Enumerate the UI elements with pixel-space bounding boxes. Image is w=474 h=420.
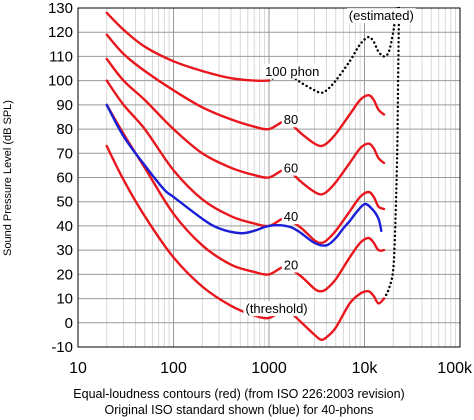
contour-label-bg [281,160,301,176]
series-line-estimated [267,6,399,94]
x-tick-label: 10 [69,360,87,377]
y-tick-label: 20 [56,266,73,283]
y-tick-label: 130 [48,0,73,17]
contour-lines [105,6,401,341]
y-tick-label: 90 [56,97,73,114]
y-tick-label: 60 [56,170,73,187]
y-tick-label: 40 [56,218,73,235]
contour-annotations: (estimated) 100 phon 80 60 40 20 (threshold) [243,8,416,317]
x-tick-label: 1000 [251,360,287,377]
caption-line-2: Original ISO standard shown (blue) for 4… [105,403,374,417]
series-line-iso2003 [105,144,386,341]
contour-label: 80 [284,112,298,127]
series-line-iso2003 [105,33,386,148]
contour-label: (threshold) [245,301,307,316]
y-tick-label: 110 [49,48,73,65]
y-tick-label: 50 [56,194,73,211]
x-tick-labels: 10 100 1000 10k 100k [69,360,473,377]
y-tick-label: 0 [65,315,73,332]
contour-label: (estimated) [349,8,414,23]
contour-label-bg [263,63,322,79]
series-line-iso2003 [105,103,386,293]
contour-label-bg [346,8,416,24]
y-tick-label: 100 [48,73,73,90]
y-tick-label: 10 [56,291,73,308]
contour-label-bg [281,257,301,273]
y-tick-label: 70 [56,145,73,162]
y-axis-label: Sound Pressure Level (dB SPL) [2,100,14,256]
series-line-iso2003 [105,11,271,82]
y-tick-label: 80 [56,121,73,138]
series-line-iso2003 [105,79,386,245]
contour-label: 60 [284,161,298,176]
contour-label-bg [243,301,310,317]
contour-label: 40 [284,209,298,224]
y-tick-labels: -10 0 10 20 30 40 50 60 70 80 90 100 110 120 130 [48,0,73,356]
contour-label-bg [281,209,301,225]
contour-label: 100 phon [265,64,319,79]
contour-label: 20 [284,258,298,273]
y-tick-label: 30 [56,242,73,259]
contour-label-bg [281,112,301,128]
y-tick-label: 120 [48,24,73,41]
series-line-iso2003 [105,57,386,196]
y-tick-label: -10 [51,339,73,356]
caption-line-1: Equal-loudness contours (red) (from ISO … [73,387,404,401]
x-tick-label: 10k [352,360,379,377]
plot-frame [77,7,461,348]
series-line-original [105,103,383,247]
x-tick-label: 100 [160,360,187,377]
x-tick-label: 100k [437,360,473,377]
series-line-estimated [382,6,401,300]
